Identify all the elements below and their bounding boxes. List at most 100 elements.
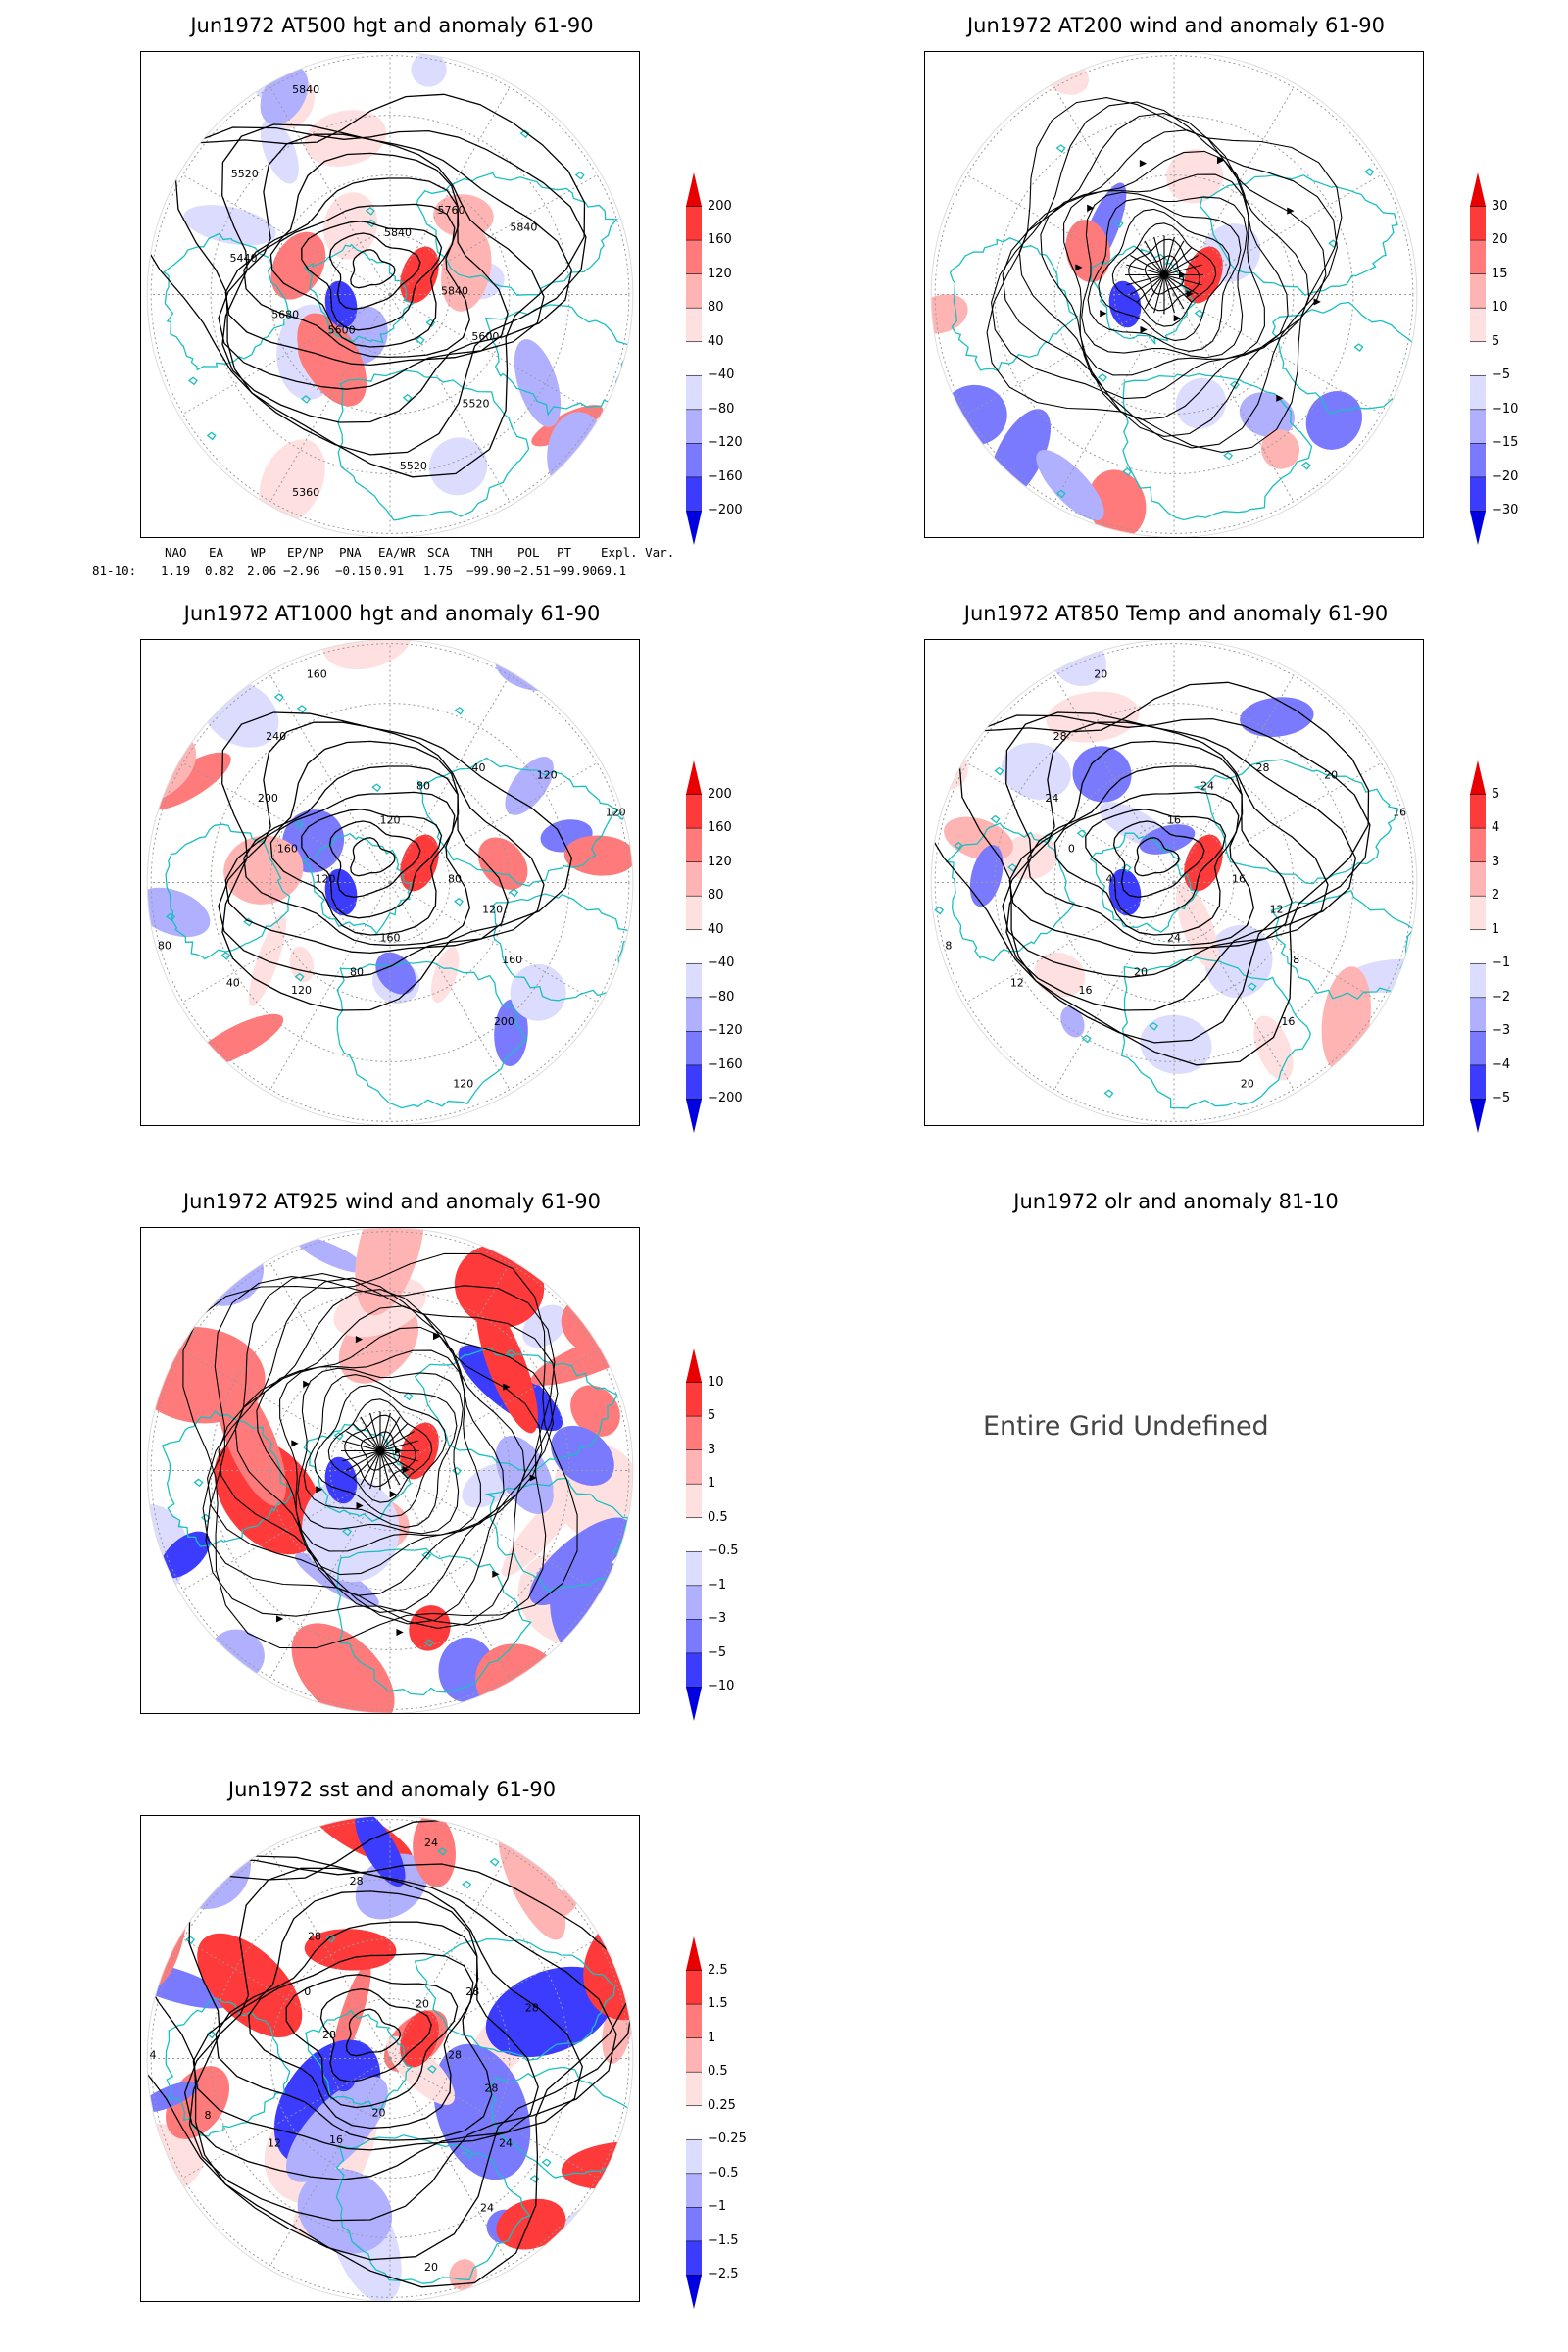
anomaly-shading: [496, 2198, 566, 2250]
tele-value: −2.51: [514, 564, 551, 578]
anomaly-shading: [1088, 469, 1147, 537]
colorbar-label: −160: [708, 1056, 743, 1072]
anomaly-shading: [322, 640, 413, 670]
anomaly-shading: [1374, 403, 1417, 480]
colorbar-label: −80: [708, 401, 735, 416]
colorbar-label: −3: [1492, 1023, 1511, 1039]
anomaly-shading: [565, 2226, 597, 2282]
lat-lon-grid: [934, 55, 1414, 534]
anomaly-shading: [202, 679, 279, 748]
tele-header: NAO: [165, 545, 187, 560]
polar-map: [146, 1228, 634, 1713]
anomaly-shading: [505, 757, 554, 815]
colorbar-label: −40: [708, 956, 735, 971]
colorbar-swatch: [686, 409, 702, 444]
colorbar-label: −120: [708, 1023, 743, 1039]
colorbar-label: 2.5: [708, 1962, 728, 1978]
polar-map: 16 12 8 16 20 24 20 16 12 8 4 0 24 28 20 16 24 28 20 16: [930, 640, 1418, 1125]
colorbar-arrow-top: [686, 1348, 702, 1383]
contour-label: 28: [525, 2002, 539, 2015]
colorbar-label: −40: [708, 368, 735, 383]
contour-label: 16: [1167, 814, 1181, 827]
tele-header: EA/WR: [378, 545, 416, 560]
colorbar-swatch: [686, 476, 702, 512]
colorbar-swatch: [686, 2105, 702, 2140]
contour-lines: [931, 681, 1371, 1066]
anomaly-shading: [1036, 449, 1104, 521]
colorbar-label: 20: [1492, 232, 1508, 248]
map-frame: [924, 51, 1424, 538]
colorbar-label: −15: [1492, 435, 1519, 451]
colorbar-label: −5: [708, 1644, 727, 1660]
colorbar-swatch: [686, 1551, 702, 1586]
colorbar-swatch: [686, 1517, 702, 1552]
colorbar-label: −200: [708, 1091, 743, 1106]
anomaly-shading: [962, 475, 1008, 537]
lat-lon-grid: [150, 55, 630, 534]
map-frame: 5840 5600 5520 5520 5360 5600 5680 5440 5520 5840…: [140, 51, 640, 538]
colorbar-label: 200: [708, 198, 732, 214]
anomaly-shading: [514, 339, 562, 427]
anomaly-shading: [324, 868, 358, 916]
anomaly-shading: [1034, 952, 1086, 998]
colorbar-label: −0.25: [708, 2132, 747, 2147]
anomaly-shading: [1253, 1015, 1294, 1081]
anomaly-shading: [1239, 392, 1296, 438]
contour-label: 80: [158, 939, 172, 952]
colorbar-label: −3: [708, 1611, 727, 1627]
colorbar-swatch: [1470, 896, 1486, 930]
anomaly-shading: [291, 1623, 395, 1713]
tele-header: WP: [251, 545, 267, 560]
colorbar: 30 20 15 10 5 −5 −10 −15 −20 −30: [1468, 172, 1527, 584]
colorbar-swatch: [686, 1970, 702, 2005]
panel-title: Jun1972 AT925 wind and anomaly 61-90: [182, 1190, 602, 1213]
anomaly-shading: [297, 313, 368, 407]
map-boundary: [146, 1228, 634, 1713]
anomaly-shading: [1184, 834, 1223, 892]
colorbar-swatch: [1470, 1031, 1486, 1065]
polar-map: [930, 52, 1418, 537]
polar-map: 28 28 24 24 20 20 16 12 8 4 28 0 28 28 24 20 28 28: [146, 1816, 634, 2301]
contour-label: 120: [453, 1078, 473, 1091]
colorbar-label: −2.5: [708, 2267, 739, 2282]
colorbar-swatch: [1470, 308, 1486, 342]
anomaly-shading: [400, 834, 439, 892]
colorbar-label: −20: [1492, 468, 1519, 484]
contour-label: 5840: [441, 285, 468, 298]
contour-label: 28: [350, 1875, 364, 1887]
anomaly-shading: [430, 947, 460, 1004]
contour-label: 28: [308, 1930, 321, 1942]
colorbar-arrow-bottom: [1470, 1099, 1486, 1133]
streamlines: [986, 97, 1343, 453]
colorbar-swatch: [1470, 476, 1486, 512]
colorbar-arrow-top: [1470, 172, 1486, 207]
contour-label: 24: [499, 2136, 513, 2149]
colorbar-arrow-bottom: [686, 2275, 702, 2309]
tele-header: TNH: [470, 545, 493, 560]
map-boundary: [930, 52, 1418, 537]
contour-label: 4: [150, 2049, 157, 2062]
tele-value: −0.15: [335, 564, 372, 578]
contour-label: 5840: [292, 83, 319, 96]
colorbar-label: 160: [708, 820, 732, 836]
colorbar-label: −1: [708, 2199, 727, 2215]
contour-label: 240: [266, 730, 286, 743]
colorbar-swatch: [1470, 997, 1486, 1032]
anomaly-shading: [510, 963, 566, 1021]
anomaly-shading: [1260, 429, 1300, 469]
anomaly-shading: [289, 946, 315, 983]
anomaly-shading: [400, 246, 439, 304]
contour-label: 16: [1281, 1015, 1295, 1028]
tele-value: 1.75: [423, 564, 454, 578]
tele-value: −99.90: [466, 564, 512, 578]
contour-label: 16: [329, 2133, 343, 2146]
anomaly-shading: [413, 1816, 456, 1887]
contour-label: 12: [1270, 903, 1284, 915]
anomaly-shading: [561, 2141, 633, 2189]
colorbar-label: 0.5: [708, 2064, 728, 2080]
contour-label: 24: [1167, 932, 1181, 945]
map-boundary: [146, 1816, 634, 2301]
colorbar-swatch: [686, 1652, 702, 1688]
colorbar-swatch: [686, 1585, 702, 1620]
colorbar-svg: [1470, 760, 1486, 1133]
